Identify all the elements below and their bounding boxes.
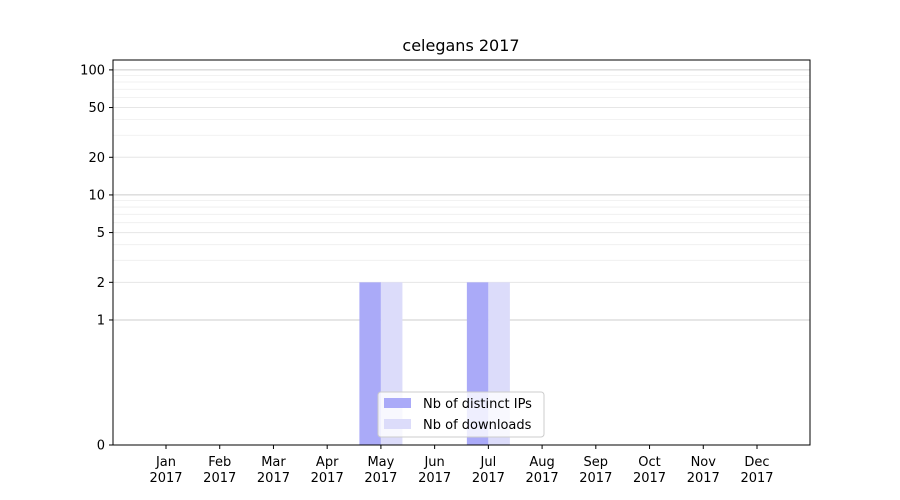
x-tick-label-month: Feb <box>208 455 231 470</box>
y-tick-label: 5 <box>97 226 105 241</box>
y-tick-label: 50 <box>88 101 105 116</box>
x-tick-label-year: 2017 <box>633 471 666 486</box>
x-tick-label-month: Nov <box>691 455 717 470</box>
bar-distinct-ips <box>359 282 381 445</box>
x-tick-label-month: Jun <box>423 455 444 470</box>
x-tick-label-year: 2017 <box>149 471 182 486</box>
y-tick-label: 0 <box>97 439 105 454</box>
x-tick-label-year: 2017 <box>472 471 505 486</box>
legend: Nb of distinct IPs Nb of downloads <box>377 391 545 438</box>
y-tick-label: 20 <box>88 151 105 166</box>
x-tick-label-year: 2017 <box>311 471 344 486</box>
x-tick-label-month: Jan <box>155 455 176 470</box>
y-tick-label: 100 <box>80 63 105 78</box>
y-tick-label: 1 <box>97 313 105 328</box>
legend-swatch <box>384 398 411 408</box>
chart-title: celegans 2017 <box>402 36 519 55</box>
legend-label: Nb of distinct IPs <box>423 397 532 412</box>
x-tick-label-year: 2017 <box>203 471 236 486</box>
plot-frame <box>112 59 811 446</box>
x-axis: Jan2017Feb2017Mar2017Apr2017May2017Jun20… <box>149 445 774 486</box>
x-tick-label-year: 2017 <box>418 471 451 486</box>
legend-swatch <box>384 419 411 429</box>
x-tick-label-month: Apr <box>316 455 339 470</box>
x-tick-label-year: 2017 <box>257 471 290 486</box>
x-tick-label-month: Aug <box>529 455 554 470</box>
x-tick-label-year: 2017 <box>526 471 559 486</box>
x-tick-label-month: Oct <box>638 455 660 470</box>
x-tick-label-month: Jul <box>480 455 497 470</box>
x-tick-label-month: May <box>367 455 394 470</box>
y-tick-label: 10 <box>88 188 105 203</box>
y-axis: 0 1 2 5 10 20 50 100 <box>80 63 113 454</box>
x-tick-label-year: 2017 <box>579 471 612 486</box>
y-tick-label: 2 <box>97 276 105 291</box>
x-tick-label-year: 2017 <box>364 471 397 486</box>
x-tick-label-month: Sep <box>584 455 609 470</box>
x-tick-label-year: 2017 <box>740 471 773 486</box>
x-tick-label-month: Mar <box>261 455 286 470</box>
x-tick-label-year: 2017 <box>687 471 720 486</box>
x-tick-label-month: Dec <box>744 455 769 470</box>
legend-box <box>377 391 545 438</box>
grid-lines <box>113 69 810 321</box>
legend-label: Nb of downloads <box>423 418 532 433</box>
